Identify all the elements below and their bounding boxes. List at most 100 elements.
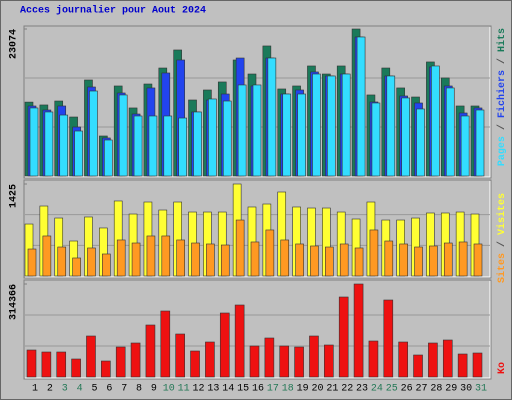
bar	[401, 97, 410, 177]
bar	[325, 246, 334, 277]
panel-bevel	[25, 181, 491, 278]
bar	[458, 241, 468, 277]
bar	[457, 353, 468, 378]
bar	[294, 346, 304, 378]
bar	[398, 341, 408, 378]
x-tick-label: 12	[193, 384, 205, 395]
x-tick-label: 31	[475, 384, 487, 395]
bar	[386, 75, 396, 177]
x-tick-label: 25	[386, 384, 398, 395]
bar	[354, 247, 364, 277]
bar	[205, 341, 215, 378]
legend-entry: Sites	[496, 253, 508, 283]
bar	[279, 345, 290, 378]
x-tick-label: 14	[222, 384, 234, 395]
bar	[310, 245, 319, 277]
x-tick-label: 5	[91, 384, 97, 395]
bar	[369, 229, 379, 277]
bar	[130, 342, 141, 378]
bar	[252, 84, 262, 177]
bar	[220, 244, 230, 277]
legend: Ko	[497, 362, 508, 374]
legend-separator: /	[496, 118, 508, 136]
bar	[148, 115, 158, 177]
bar	[57, 246, 67, 277]
bar	[327, 75, 336, 177]
bar	[191, 242, 200, 277]
legend-separator: /	[496, 235, 508, 253]
legend-entry: Pages	[497, 136, 508, 166]
bar	[472, 352, 483, 378]
bar	[131, 242, 141, 277]
bar	[416, 108, 425, 177]
bar	[89, 90, 98, 177]
bar	[384, 240, 394, 277]
bar	[429, 245, 438, 277]
x-tick-label: 8	[136, 384, 142, 395]
x-tick-label: 1	[32, 384, 38, 395]
bar	[104, 139, 113, 177]
bar	[295, 243, 304, 277]
bar	[297, 93, 306, 177]
x-tick-label: 27	[416, 384, 428, 395]
x-tick-label: 15	[237, 384, 249, 395]
bar	[208, 98, 217, 177]
x-tick-label: 21	[326, 384, 338, 395]
y-tick-label: 1425	[9, 184, 20, 208]
bar	[44, 111, 54, 177]
bar	[368, 340, 379, 378]
bar	[324, 344, 334, 378]
x-tick-label: 13	[207, 384, 219, 395]
x-tick-label: 20	[311, 384, 323, 395]
chart-title: Acces journalier pour Aout 2024	[20, 5, 206, 17]
bar	[146, 235, 156, 277]
x-tick-label: 18	[282, 384, 294, 395]
bar	[473, 243, 483, 277]
bar	[234, 304, 245, 378]
bar	[442, 339, 453, 378]
bar	[399, 243, 408, 277]
bar	[265, 229, 275, 277]
bar	[118, 94, 128, 177]
bar	[161, 235, 171, 277]
x-tick-label: 10	[163, 384, 175, 395]
x-tick-label: 11	[178, 384, 190, 395]
bar	[264, 337, 275, 378]
bar	[72, 257, 81, 277]
legend-entry: Fichiers	[496, 70, 508, 118]
bar	[87, 247, 96, 277]
bar	[235, 219, 245, 277]
bar	[371, 102, 381, 177]
bar	[312, 73, 321, 177]
legend: Pages / Fichiers / Hits	[496, 28, 508, 166]
panel-bevel	[25, 27, 491, 178]
bar	[475, 109, 485, 177]
bar	[175, 333, 185, 378]
bar	[74, 130, 83, 177]
x-tick-label: 30	[460, 384, 472, 395]
bar	[338, 296, 349, 378]
bar	[249, 345, 260, 378]
bar	[237, 84, 247, 177]
bar	[41, 351, 52, 378]
x-tick-label: 17	[267, 384, 279, 395]
bar	[56, 351, 67, 378]
x-tick-label: 19	[297, 384, 309, 395]
bar	[356, 36, 366, 177]
bar	[71, 358, 81, 378]
bar	[86, 335, 96, 378]
y-tick-label: 23074	[9, 29, 20, 59]
bar	[341, 73, 351, 177]
x-tick-label: 23	[356, 384, 368, 395]
bar	[339, 243, 349, 277]
bar	[206, 243, 215, 277]
x-tick-label: 16	[252, 384, 264, 395]
legend-entry: Visites	[496, 193, 508, 235]
bar	[431, 65, 440, 177]
x-tick-label: 29	[445, 384, 457, 395]
bar	[116, 239, 126, 277]
bar	[414, 246, 423, 277]
bar	[222, 100, 232, 177]
bar	[160, 310, 171, 378]
